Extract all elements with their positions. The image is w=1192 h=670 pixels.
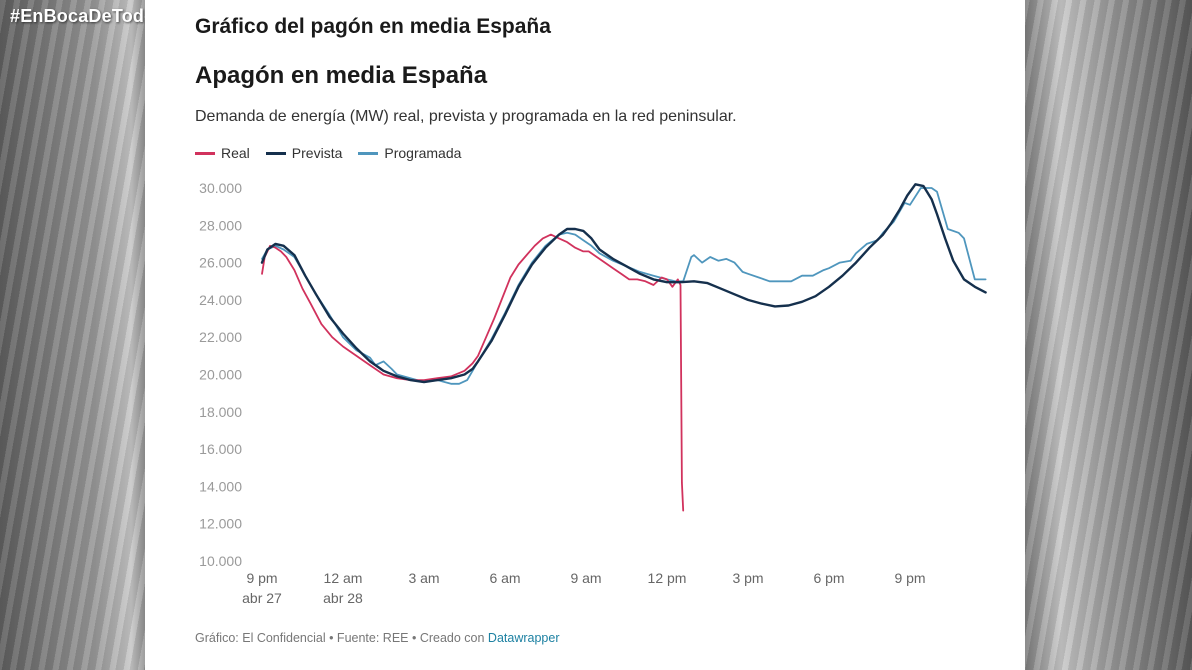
y-tick-label: 12.000 xyxy=(199,516,242,532)
y-tick-label: 14.000 xyxy=(199,478,242,494)
y-tick-label: 10.000 xyxy=(199,553,242,569)
series-line-programada xyxy=(261,187,987,385)
x-tick-label: 12 pm xyxy=(648,570,687,586)
y-tick-label: 18.000 xyxy=(199,404,242,420)
chart-panel: Gráfico del pagón en media España Apagón… xyxy=(145,0,1025,670)
x-tick-sublabel: abr 28 xyxy=(323,590,363,606)
legend-item-prevista: Prevista xyxy=(265,145,343,161)
page-title: Gráfico del pagón en media España xyxy=(195,15,551,38)
datawrapper-link[interactable]: Datawrapper xyxy=(487,631,560,645)
legend-item-programada: Programada xyxy=(358,145,461,161)
legend-item-real: Real xyxy=(195,145,250,161)
series-line-real xyxy=(261,233,685,512)
x-tick-label: 3 pm xyxy=(732,570,763,586)
x-tick-label: 9 pm xyxy=(894,570,925,586)
x-tick-label: 9 am xyxy=(570,570,601,586)
x-tick-sublabel: abr 27 xyxy=(242,590,282,606)
x-tick-label: 12 am xyxy=(324,570,363,586)
legend-label-prevista: Prevista xyxy=(291,145,343,161)
legend-swatch-programada xyxy=(358,151,379,155)
series-line-prevista xyxy=(260,183,987,384)
legend-swatch-prevista xyxy=(265,151,286,155)
y-tick-label: 30.000 xyxy=(199,180,242,196)
x-tick-label: 6 am xyxy=(489,570,520,586)
line-chart: 30.000 28.000 26.000 24.000 22.000 20.000 18.0… xyxy=(199,180,987,606)
y-tick-label: 20.000 xyxy=(199,367,242,383)
y-tick-label: 22.000 xyxy=(199,329,242,345)
chart-title: Apagón en media España xyxy=(195,62,488,89)
chart-legend: Real Prevista Programada xyxy=(195,145,461,161)
y-tick-label: 26.000 xyxy=(199,255,242,271)
x-tick-label: 6 pm xyxy=(813,570,844,586)
x-tick-label: 9 pm xyxy=(246,570,277,586)
y-tick-label: 28.000 xyxy=(199,217,242,233)
x-tick-label: 3 am xyxy=(408,570,439,586)
y-tick-label: 24.000 xyxy=(199,292,242,308)
chart-footer: Gráfico: El Confidencial • Fuente: REE •… xyxy=(195,631,560,645)
footer-credit: Gráfico: El Confidencial • Fuente: REE •… xyxy=(195,631,488,645)
legend-swatch-real xyxy=(195,151,215,155)
chart-subtitle: Demanda de energía (MW) real, prevista y… xyxy=(195,108,737,125)
y-tick-label: 16.000 xyxy=(199,441,242,457)
legend-label-programada: Programada xyxy=(384,145,462,161)
legend-label-real: Real xyxy=(221,145,250,161)
